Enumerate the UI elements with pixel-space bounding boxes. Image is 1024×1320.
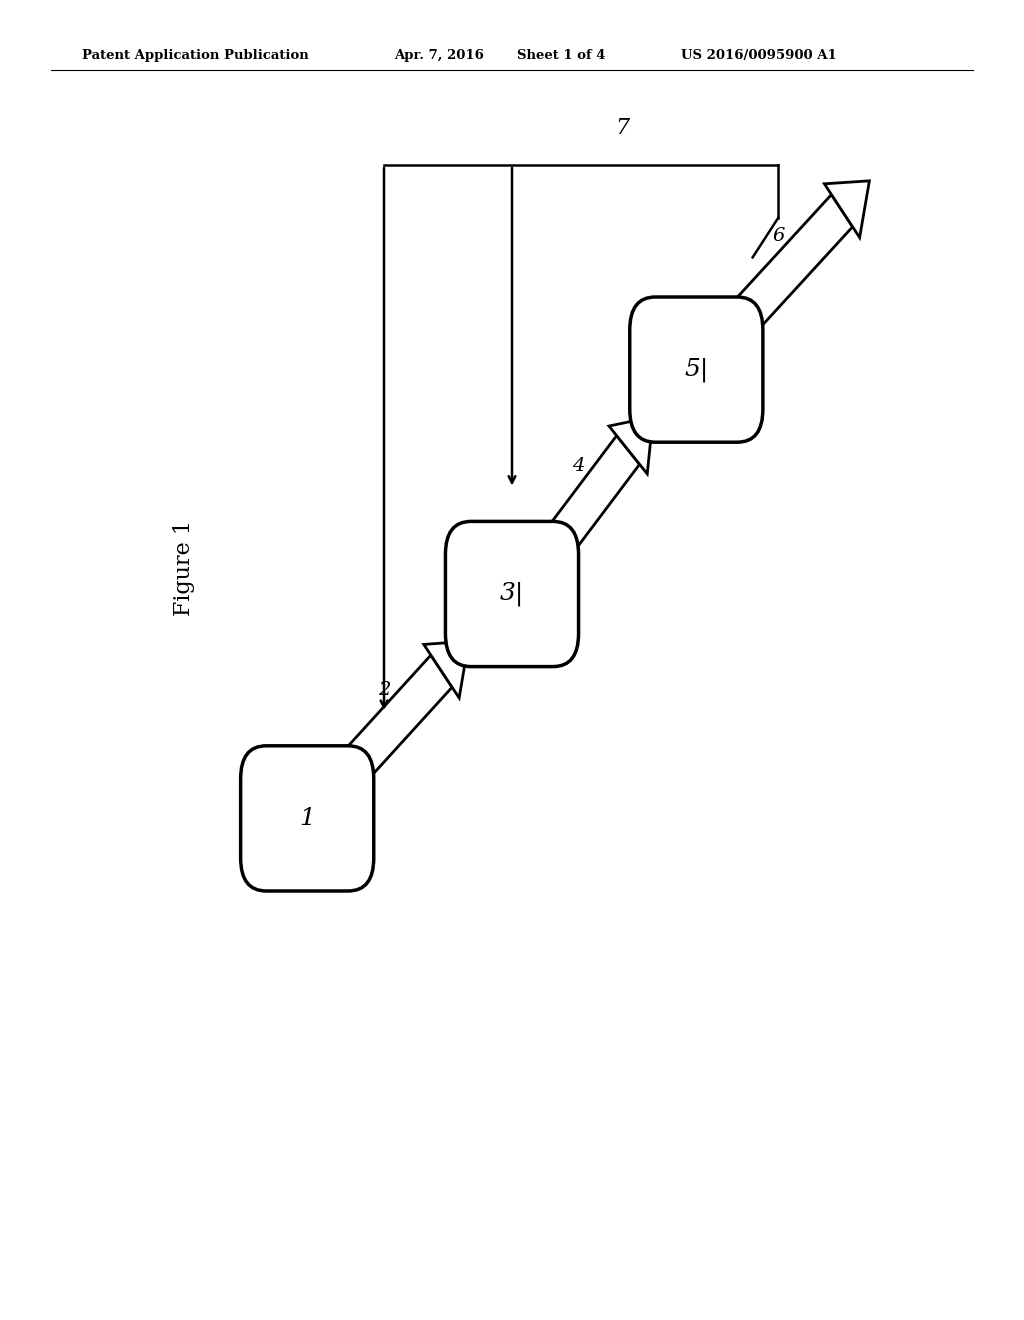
Polygon shape bbox=[544, 436, 640, 561]
Text: Figure 1: Figure 1 bbox=[173, 520, 196, 615]
FancyBboxPatch shape bbox=[241, 746, 374, 891]
Polygon shape bbox=[340, 655, 452, 787]
Polygon shape bbox=[424, 642, 469, 698]
Text: 3|: 3| bbox=[500, 582, 524, 606]
Text: Sheet 1 of 4: Sheet 1 of 4 bbox=[517, 49, 605, 62]
FancyBboxPatch shape bbox=[630, 297, 763, 442]
Text: US 2016/0095900 A1: US 2016/0095900 A1 bbox=[681, 49, 837, 62]
Polygon shape bbox=[729, 194, 853, 338]
Text: 2: 2 bbox=[378, 681, 390, 700]
FancyBboxPatch shape bbox=[445, 521, 579, 667]
Polygon shape bbox=[824, 181, 869, 238]
Text: Apr. 7, 2016: Apr. 7, 2016 bbox=[394, 49, 484, 62]
Text: 5|: 5| bbox=[684, 358, 709, 381]
Text: 6: 6 bbox=[773, 227, 785, 244]
Text: Patent Application Publication: Patent Application Publication bbox=[82, 49, 308, 62]
Polygon shape bbox=[609, 417, 653, 474]
Text: 1: 1 bbox=[299, 807, 315, 830]
Text: 7: 7 bbox=[615, 116, 629, 139]
Text: 4: 4 bbox=[572, 457, 585, 475]
